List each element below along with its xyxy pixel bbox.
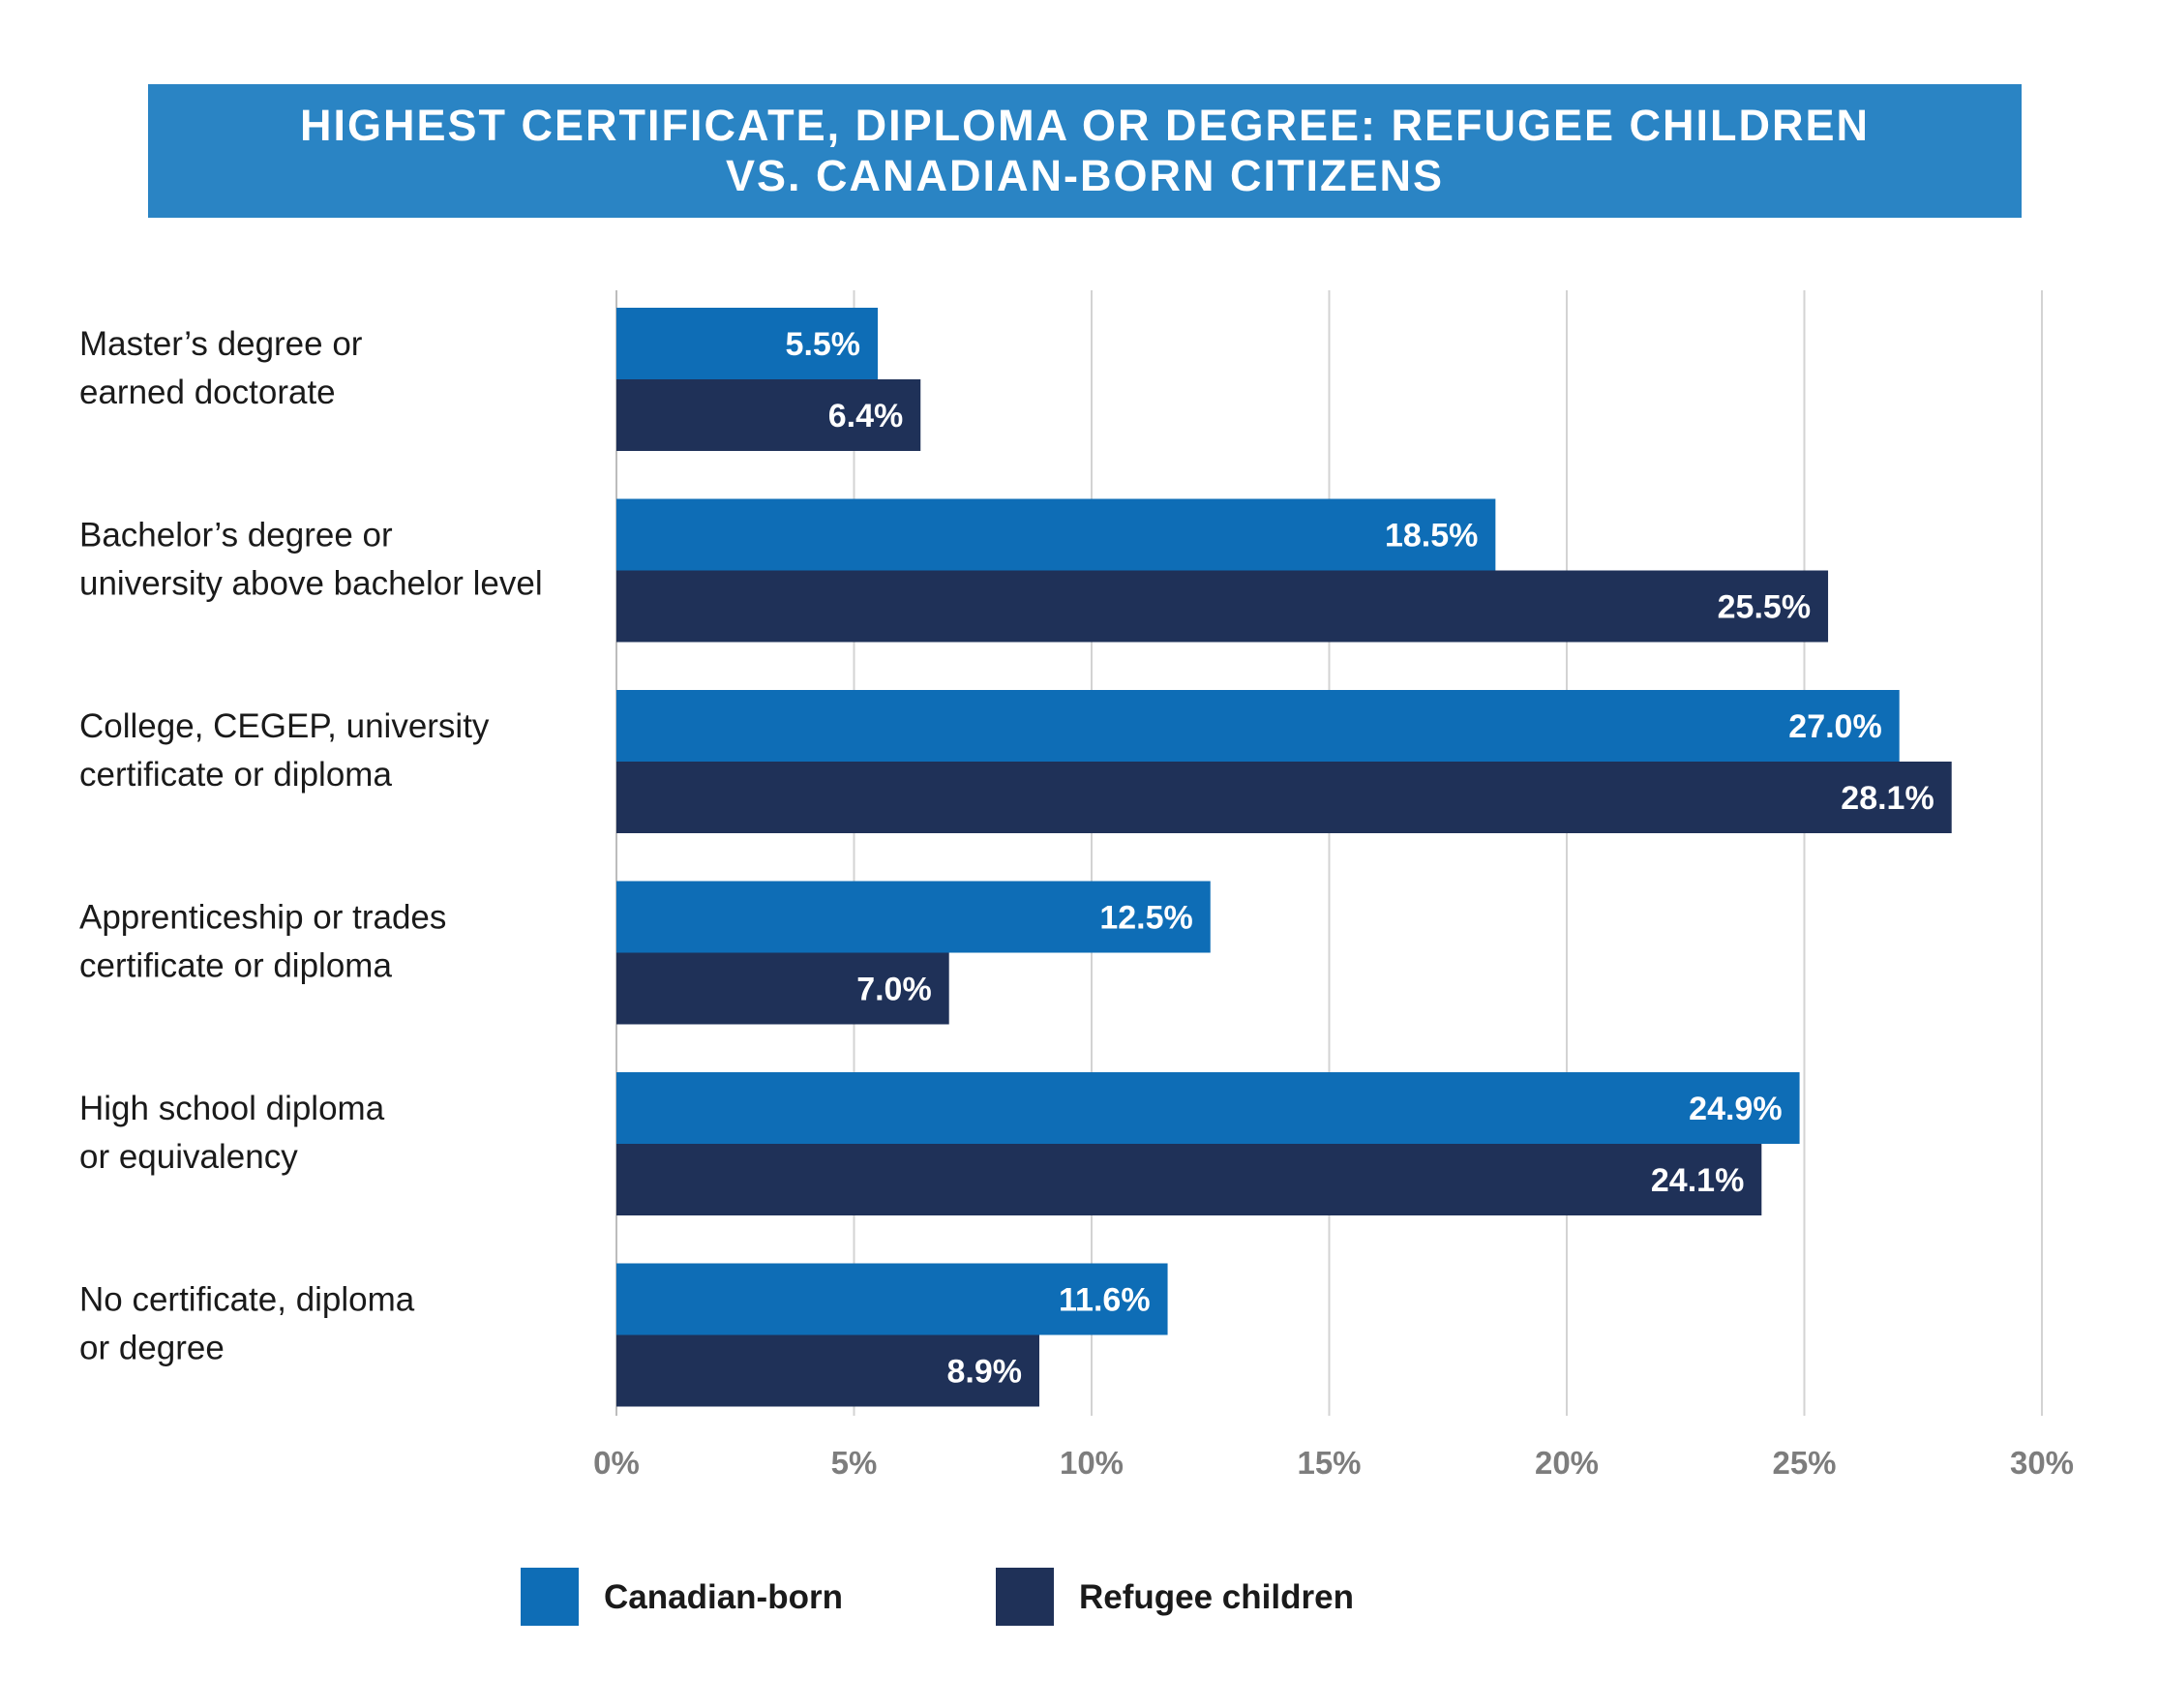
bar-value-label: 27.0%	[1788, 708, 1881, 745]
bars: 5.5% 6.4% 18.5% 25.5% 27.0% 28.1% 12.5% 7.0% 24.…	[616, 308, 1952, 1407]
bar-refugee-children	[616, 1144, 1762, 1215]
category-label: certificate or diploma	[79, 756, 392, 794]
bar-value-label: 5.5%	[786, 326, 861, 363]
bar-value-label: 8.9%	[946, 1354, 1022, 1391]
bar-value-label: 7.0%	[856, 972, 932, 1008]
bar-canadian-born	[616, 690, 1900, 762]
legend-label: Canadian-born	[604, 1578, 843, 1616]
gridlines	[615, 290, 2043, 1416]
category-label: university above bachelor level	[79, 565, 543, 603]
bar-value-label: 12.5%	[1099, 900, 1192, 937]
x-tick-label: 0%	[593, 1445, 640, 1481]
bar-canadian-born	[616, 881, 1211, 953]
bar-value-label: 24.1%	[1651, 1162, 1744, 1199]
x-tick-label: 20%	[1535, 1445, 1599, 1481]
chart-title-line-2: VS. CANADIAN-BORN CITIZENS	[725, 151, 1444, 200]
chart-title-line-1: HIGHEST CERTIFICATE, DIPLOMA OR DEGREE: …	[299, 101, 1871, 150]
category-label: No certificate, diploma	[79, 1281, 415, 1319]
legend-swatch	[996, 1568, 1054, 1626]
x-tick-label: 10%	[1060, 1445, 1124, 1481]
category-label: certificate or diploma	[79, 947, 392, 985]
bar-value-label: 25.5%	[1718, 589, 1811, 626]
x-tick-label: 30%	[2010, 1445, 2074, 1481]
bar-value-label: 6.4%	[828, 398, 904, 434]
legend-label: Refugee children	[1079, 1578, 1354, 1616]
category-label: College, CEGEP, university	[79, 707, 490, 745]
bar-value-label: 11.6%	[1059, 1282, 1151, 1319]
bar-canadian-born	[616, 308, 879, 379]
bar-refugee-children	[616, 379, 921, 451]
bar-value-label: 18.5%	[1385, 518, 1478, 554]
chart-title-banner: HIGHEST CERTIFICATE, DIPLOMA OR DEGREE: …	[148, 84, 2022, 218]
bar-value-label: 24.9%	[1689, 1091, 1782, 1127]
category-label: Bachelor’s degree or	[79, 517, 393, 554]
category-label: Apprenticeship or trades	[79, 899, 446, 937]
bar-canadian-born	[616, 1263, 1168, 1335]
category-label: Master’s degree or	[79, 325, 363, 363]
bar-canadian-born	[616, 498, 1496, 571]
x-tick-label: 15%	[1297, 1445, 1361, 1481]
category-label: or degree	[79, 1330, 225, 1367]
x-axis-ticks: 0% 5% 10% 15% 20% 25% 30%	[593, 1445, 2074, 1481]
bar-refugee-children	[616, 570, 1829, 643]
bar-refugee-children	[616, 762, 1952, 833]
legend: Canadian-born Refugee children	[521, 1568, 1354, 1626]
bar-refugee-children	[616, 952, 949, 1025]
category-label: High school diploma	[79, 1090, 385, 1127]
bar-value-label: 28.1%	[1841, 780, 1934, 817]
category-labels: Master’s degree or earned doctorate Bachel…	[79, 325, 543, 1367]
bar-refugee-children	[616, 1334, 1039, 1407]
legend-swatch	[521, 1568, 579, 1626]
bar-canadian-born	[616, 1072, 1800, 1144]
category-label: earned doctorate	[79, 374, 336, 411]
x-tick-label: 25%	[1772, 1445, 1836, 1481]
x-tick-label: 5%	[831, 1445, 878, 1481]
category-label: or equivalency	[79, 1138, 298, 1176]
